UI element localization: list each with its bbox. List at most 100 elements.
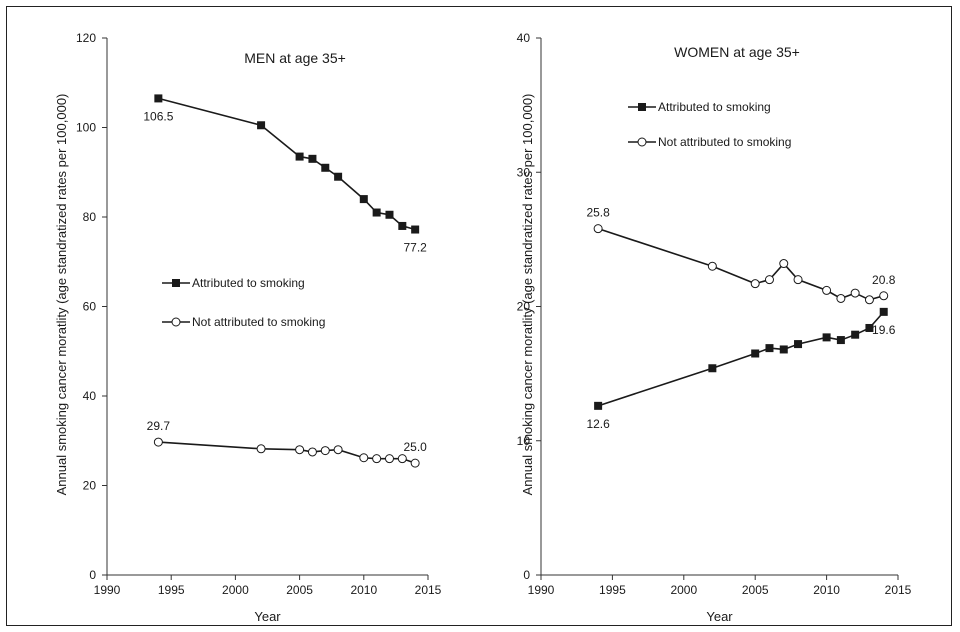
data-point-attributed (794, 340, 803, 349)
data-point-not-attributed (320, 446, 330, 456)
data-point-attributed (865, 323, 874, 332)
x-tick-label: 1995 (158, 583, 185, 597)
legend-label: Attributed to smoking (192, 276, 305, 290)
chart-panel-men: 0 20 40 60 80 100 120 1990 1995 2000 2005 2010 2015 Y… (54, 31, 442, 624)
chart-title: WOMEN at age 35+ (674, 44, 800, 60)
x-tick-label: 2000 (670, 583, 697, 597)
data-point-not-attributed (384, 454, 394, 464)
legend-entry: Not attributed to smoking (162, 315, 325, 329)
chart-panel-women: 0 10 20 30 40 1990 1995 2000 2005 2010 2015 Year Ann… (517, 31, 912, 624)
y-tick-label: 80 (83, 210, 97, 224)
data-point-attributed (594, 401, 603, 410)
figure-frame (6, 6, 952, 626)
data-label: 12.6 (586, 417, 610, 431)
data-point-not-attributed (750, 279, 760, 289)
data-point-not-attributed (410, 458, 420, 468)
data-point-attributed (836, 336, 845, 345)
legend-label: Not attributed to smoking (192, 315, 325, 329)
data-point-attributed (851, 330, 860, 339)
x-tick-label: 1990 (94, 583, 121, 597)
data-label: 25.8 (586, 206, 610, 220)
x-tick-label: 1995 (599, 583, 626, 597)
data-point-attributed (372, 208, 381, 217)
data-point-attributed (822, 333, 831, 342)
data-point-not-attributed (864, 295, 874, 305)
y-tick-label: 30 (517, 165, 531, 179)
x-tick-label: 2015 (415, 583, 442, 597)
x-tick-label: 2005 (742, 583, 769, 597)
x-tick-label: 2010 (813, 583, 840, 597)
legend-label: Not attributed to smoking (658, 135, 791, 149)
data-point-not-attributed (153, 437, 163, 447)
y-tick-label: 20 (83, 479, 97, 493)
data-point-not-attributed (372, 454, 382, 464)
legend-circle-marker (637, 137, 647, 147)
data-point-not-attributed (879, 291, 889, 301)
data-point-not-attributed (764, 275, 774, 285)
chart-title: MEN at age 35+ (244, 50, 346, 66)
data-point-attributed (708, 364, 717, 373)
x-tick-label: 2015 (885, 583, 912, 597)
legend-square-marker (172, 279, 180, 287)
data-point-not-attributed (836, 293, 846, 303)
legend-circle-marker (171, 317, 181, 327)
data-point-attributed (398, 221, 407, 230)
x-axis-label: Year (706, 609, 733, 624)
data-point-attributed (257, 121, 266, 130)
data-label: 20.8 (872, 273, 896, 287)
data-point-not-attributed (707, 261, 717, 271)
data-point-attributed (879, 307, 888, 316)
data-point-not-attributed (307, 447, 317, 457)
x-tick-label: 2010 (350, 583, 377, 597)
data-point-attributed (751, 349, 760, 358)
data-point-not-attributed (333, 445, 343, 455)
y-tick-label: 40 (517, 31, 531, 45)
data-point-attributed (385, 210, 394, 219)
data-point-attributed (765, 344, 774, 353)
y-tick-label: 0 (89, 568, 96, 582)
data-point-not-attributed (822, 285, 832, 295)
data-point-attributed (154, 94, 163, 103)
data-label: 25.0 (403, 440, 427, 454)
data-point-not-attributed (793, 275, 803, 285)
data-point-attributed (779, 345, 788, 354)
data-point-attributed (321, 163, 330, 172)
x-tick-label: 2000 (222, 583, 249, 597)
y-tick-label: 60 (83, 300, 97, 314)
series-line-not-attributed (597, 227, 884, 301)
legend-entry: Attributed to smoking (162, 276, 305, 290)
legend-label: Attributed to smoking (658, 100, 771, 114)
data-point-not-attributed (779, 259, 789, 269)
y-tick-label: 100 (76, 121, 96, 135)
data-point-attributed (359, 195, 368, 204)
x-axis-label: Year (254, 609, 281, 624)
y-axis-label: Annual smoking cancer moratlity (age sta… (54, 94, 69, 496)
data-point-not-attributed (397, 454, 407, 464)
x-tick-label: 2005 (286, 583, 313, 597)
data-point-attributed (334, 172, 343, 181)
data-point-not-attributed (295, 445, 305, 455)
data-point-attributed (295, 152, 304, 161)
y-axis-label: Annual smoking cancer moratlity (age sta… (520, 94, 535, 496)
y-tick-label: 20 (517, 300, 531, 314)
data-label: 29.7 (147, 419, 171, 433)
y-tick-label: 0 (523, 568, 530, 582)
y-tick-label: 40 (83, 389, 97, 403)
legend-entry: Not attributed to smoking (628, 135, 791, 149)
y-tick-label: 10 (517, 434, 531, 448)
y-tick-label: 120 (76, 31, 96, 45)
data-point-not-attributed (359, 453, 369, 463)
data-label: 106.5 (143, 109, 173, 123)
x-tick-label: 1990 (528, 583, 555, 597)
data-point-attributed (308, 154, 317, 163)
data-label: 77.2 (403, 241, 427, 255)
data-point-not-attributed (256, 444, 266, 454)
legend-entry: Attributed to smoking (628, 100, 771, 114)
data-point-not-attributed (593, 224, 603, 234)
legend-square-marker (638, 103, 646, 111)
data-point-not-attributed (850, 288, 860, 298)
data-point-attributed (411, 225, 420, 234)
data-label: 19.6 (872, 323, 896, 337)
series-line-attributed (597, 311, 885, 407)
